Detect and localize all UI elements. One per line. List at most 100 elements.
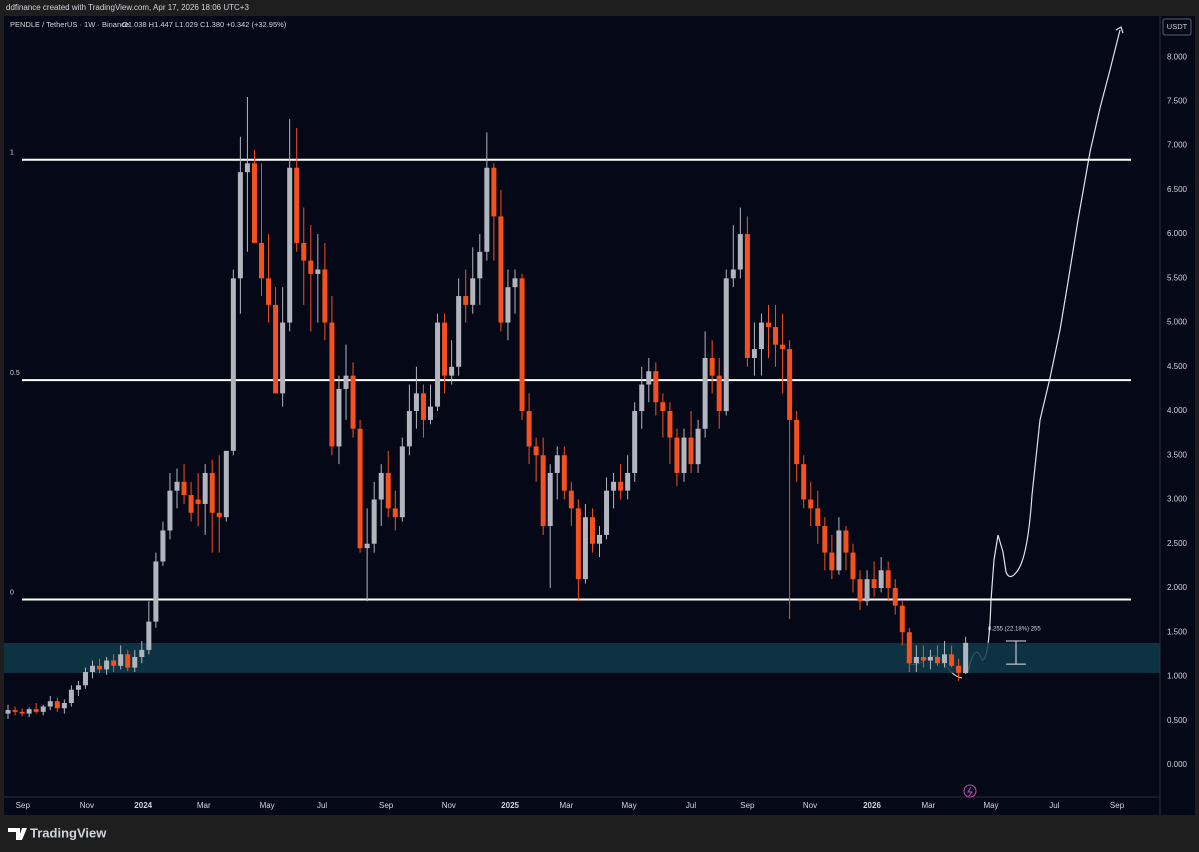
y-tick-label: 3.500: [1167, 450, 1188, 459]
candle-body: [709, 357, 715, 376]
candle-body: [266, 278, 272, 305]
candle-body: [322, 269, 328, 323]
y-tick-label: 3.000: [1167, 495, 1188, 504]
candle-body: [575, 508, 581, 580]
x-tick-label: Nov: [80, 801, 94, 810]
candle-body: [568, 490, 574, 509]
candle-body: [19, 711, 25, 714]
event-icon[interactable]: [963, 784, 977, 798]
candle-body: [26, 709, 32, 714]
candle-body: [273, 304, 279, 394]
candle-body: [456, 296, 462, 367]
candle-body: [582, 517, 588, 580]
candle-body: [132, 656, 138, 668]
candle-body: [850, 552, 856, 580]
candle-body: [815, 508, 821, 527]
candle-body: [223, 450, 229, 518]
candle-body: [209, 472, 215, 513]
candle-body: [688, 437, 694, 465]
candle-body: [787, 349, 793, 420]
y-tick-label: 4.500: [1167, 362, 1188, 371]
candle-body: [174, 481, 180, 491]
candle-body: [68, 689, 74, 703]
candle-body: [12, 710, 18, 712]
candle-body: [554, 455, 560, 473]
candle-body: [40, 706, 46, 712]
candle-body: [843, 530, 849, 553]
candle-body: [259, 242, 265, 279]
candle-body: [308, 260, 314, 274]
x-tick-label: 2026: [863, 801, 881, 810]
candle-body: [350, 375, 356, 429]
candle-body: [730, 269, 736, 279]
candle-body: [758, 322, 764, 350]
candle-body: [378, 472, 384, 500]
candle-body: [75, 685, 81, 690]
candle-body: [949, 654, 955, 666]
candle-body: [695, 428, 701, 465]
candle-body: [125, 654, 131, 668]
logo-mark: [8, 828, 27, 840]
candle-body: [646, 371, 652, 385]
candle-body: [808, 499, 814, 509]
projection-arrow: [1115, 26, 1124, 34]
candle-body: [287, 167, 293, 323]
candle-body: [104, 660, 110, 670]
candle-body: [139, 649, 145, 657]
measure-label: 0.255 (22.18%) 255: [988, 627, 1041, 633]
candle-body: [920, 656, 926, 661]
candle-body: [878, 570, 884, 588]
y-tick-label: 6.000: [1167, 229, 1188, 238]
candle-body: [625, 472, 631, 491]
currency-box[interactable]: [1162, 18, 1192, 36]
candle-body: [364, 543, 370, 549]
x-tick-label: May: [983, 801, 998, 810]
candle-body: [723, 278, 729, 412]
candle-body: [371, 499, 377, 544]
candle-body: [801, 464, 807, 500]
y-tick-label: 4.000: [1167, 406, 1188, 415]
candle-body: [491, 167, 497, 217]
candle-body: [301, 242, 307, 261]
legend-symbol: PENDLE / TetherUS · 1W · Binance: [10, 20, 129, 29]
candle-body: [526, 411, 532, 447]
candle-body: [146, 621, 152, 650]
candle-body: [519, 278, 525, 412]
candle-body: [230, 278, 236, 451]
candle-body: [906, 632, 912, 664]
candle-body: [674, 437, 680, 473]
candle-body: [942, 654, 948, 664]
candle-body: [82, 672, 88, 686]
y-tick-label: 6.500: [1167, 185, 1188, 194]
candle-body: [737, 234, 743, 270]
candle-body: [111, 660, 117, 666]
y-tick-label: 8.000: [1167, 52, 1188, 61]
y-tick-label: 1.500: [1167, 627, 1188, 636]
y-tick-label: 5.500: [1167, 273, 1188, 282]
candle-body: [934, 656, 940, 664]
candle-body: [195, 499, 201, 504]
candle-body: [653, 371, 659, 403]
candle-body: [702, 357, 708, 429]
candle-body: [751, 349, 757, 358]
candle-body: [118, 654, 124, 666]
candle-body: [512, 278, 518, 288]
currency[interactable]: USDT: [1167, 22, 1188, 31]
candle-body: [47, 701, 53, 707]
legend-ohlc: O1.038 H1.447 L1.029 C1.380 +0.342 (+32.…: [122, 20, 287, 29]
candle-body: [54, 701, 60, 709]
footer-brand: TradingView: [30, 825, 107, 840]
candle-body: [604, 490, 610, 535]
candle-body: [892, 587, 898, 606]
candle-body: [681, 437, 687, 473]
y-tick-label: 0.000: [1167, 760, 1188, 769]
candle-body: [780, 344, 786, 350]
candle-body: [885, 570, 891, 588]
event-icon-bolt: [967, 786, 973, 797]
x-tick-label: Mar: [560, 801, 574, 810]
candle-body: [547, 472, 553, 527]
candle-body: [463, 296, 469, 305]
candle-body: [871, 579, 877, 588]
y-tick-label: 5.000: [1167, 318, 1188, 327]
candle-body: [470, 278, 476, 305]
